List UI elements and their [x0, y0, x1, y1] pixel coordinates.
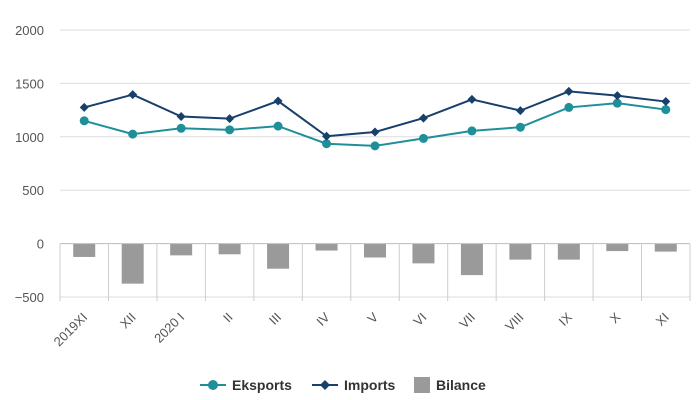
x-axis — [59, 243, 691, 301]
bilance-bar — [218, 243, 241, 255]
bilance-bars — [73, 243, 677, 284]
x-tick-label: VI — [410, 310, 429, 329]
y-tick-label: 500 — [22, 183, 44, 198]
imports-point — [612, 91, 622, 101]
bilance-bar — [606, 243, 629, 252]
imports-point — [128, 90, 138, 100]
imports-point — [79, 102, 89, 112]
bilance-bar — [654, 243, 677, 252]
eksports-point — [612, 98, 622, 108]
eksports-point — [176, 123, 186, 133]
x-tick-label: IX — [556, 309, 576, 329]
x-tick-label: IV — [313, 309, 333, 329]
y-tick-label: 2000 — [15, 23, 44, 38]
imports-point — [273, 96, 283, 106]
eksports-point — [225, 125, 235, 135]
imports-point — [515, 106, 525, 116]
x-tick-label: VII — [456, 310, 478, 332]
y-tick-label: 1000 — [15, 130, 44, 145]
eksports-point — [564, 102, 574, 112]
imports-point — [564, 86, 574, 96]
eksports-line — [83, 102, 666, 147]
x-tick-label: VIII — [502, 310, 526, 334]
imports-legend-marker — [320, 380, 330, 390]
x-tick-label: XII — [117, 310, 139, 332]
eksports-point — [128, 129, 138, 139]
imports-point — [418, 113, 428, 123]
y-tick-label: 0 — [37, 237, 44, 252]
eksports-point — [515, 122, 525, 132]
imports-point — [661, 97, 671, 107]
x-tick-label: III — [266, 310, 284, 328]
bilance-bar — [412, 243, 435, 264]
eksports-point — [322, 139, 332, 149]
bilance-bar — [121, 243, 144, 284]
y-tick-label: −500 — [15, 290, 44, 305]
eksports-point — [467, 126, 477, 136]
eksports-point — [418, 133, 428, 143]
imports-point — [370, 127, 380, 137]
series-lines — [83, 90, 666, 147]
x-axis-tick-labels: 2019XI XII 2020 I II III IV V VI VII VIII IX X XI — [51, 309, 672, 349]
x-tick-label: V — [364, 309, 381, 326]
eksports-legend-label: Eksports — [232, 377, 292, 393]
eksports-point — [79, 116, 89, 126]
bilance-bar — [267, 243, 290, 269]
imports-point — [467, 94, 477, 104]
imports-point — [225, 114, 235, 124]
grid-lines — [60, 29, 690, 298]
bilance-legend-swatch — [414, 377, 430, 393]
bilance-bar — [73, 243, 96, 257]
bilance-bar — [460, 243, 483, 276]
x-tick-label: X — [607, 309, 624, 326]
imports-legend-label: Imports — [344, 377, 396, 393]
eksports-point — [661, 105, 671, 115]
imports-point — [176, 112, 186, 122]
x-tick-label: XI — [653, 310, 672, 329]
y-tick-label: 1500 — [15, 76, 44, 91]
x-tick-label: 2019XI — [51, 310, 91, 350]
legend: Eksports Imports Bilance — [200, 377, 486, 393]
series-markers — [79, 86, 671, 151]
bilance-legend-label: Bilance — [436, 377, 486, 393]
eksports-point — [273, 121, 283, 131]
eksports-legend-marker — [208, 380, 218, 390]
bilance-bar — [364, 243, 386, 258]
bilance-bar — [509, 243, 532, 260]
x-tick-label: 2020 I — [151, 310, 187, 346]
eksports-point — [370, 141, 380, 151]
y-axis-tick-labels: 2000 1500 1000 500 0 −500 — [15, 23, 44, 305]
bilance-bar — [170, 243, 193, 256]
bilance-bar — [557, 243, 580, 260]
bilance-bar — [315, 243, 338, 251]
x-tick-label: II — [220, 310, 236, 326]
imports-point — [322, 131, 332, 141]
